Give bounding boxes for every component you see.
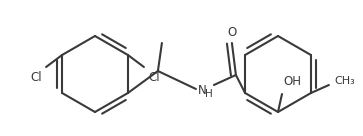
Text: Cl: Cl — [148, 71, 159, 84]
Text: O: O — [227, 26, 237, 39]
Text: CH₃: CH₃ — [334, 76, 355, 86]
Text: Cl: Cl — [30, 71, 42, 84]
Text: H: H — [205, 89, 213, 99]
Text: N: N — [198, 84, 207, 97]
Text: OH: OH — [283, 75, 301, 88]
